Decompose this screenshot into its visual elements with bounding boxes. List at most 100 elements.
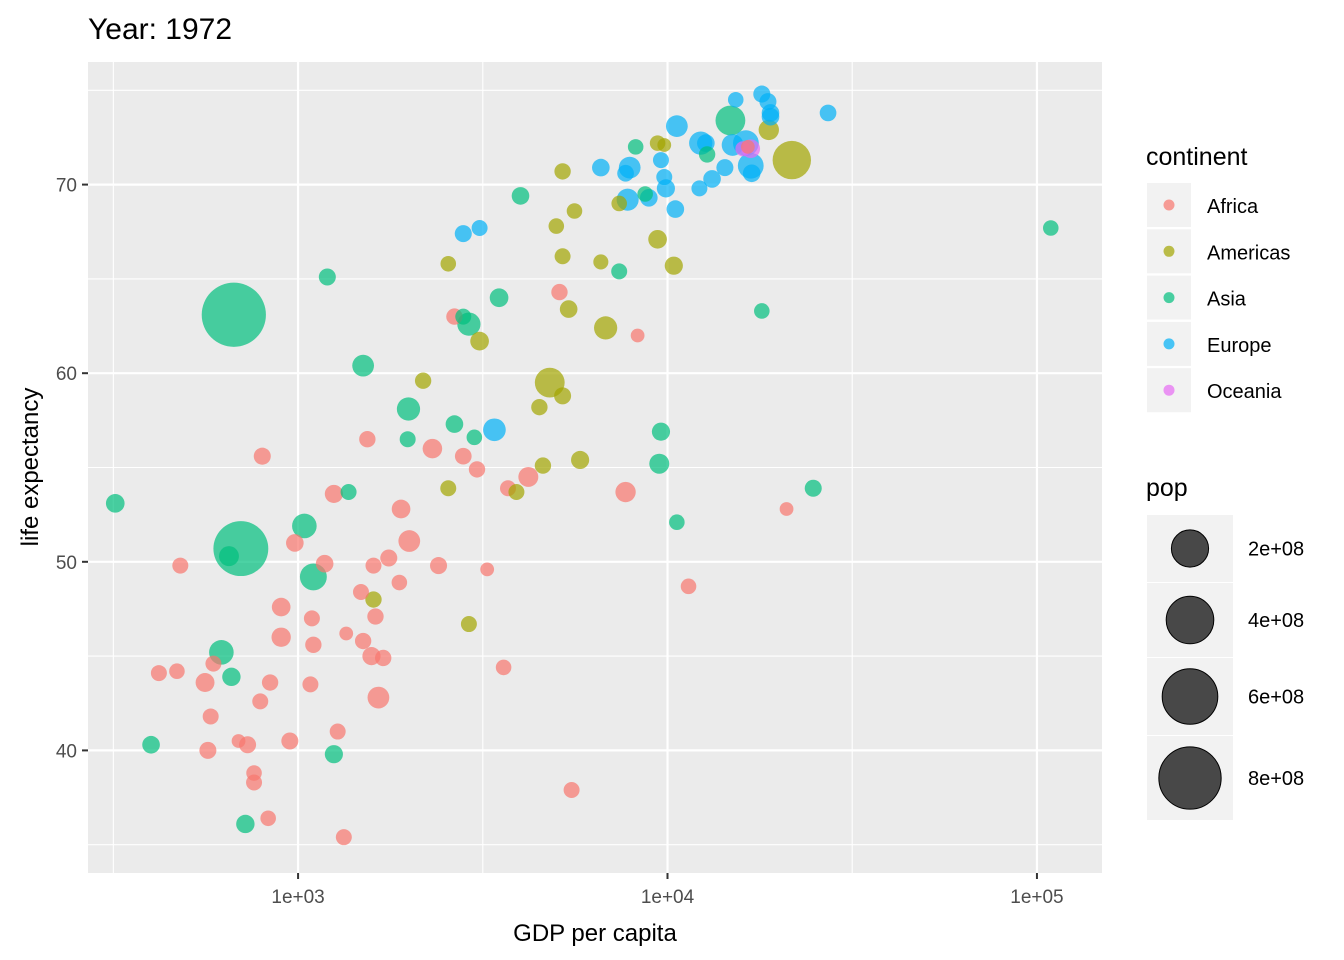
legend-pop-label: 4e+08 [1248, 610, 1304, 632]
point-africa [252, 693, 269, 710]
legend-pop-label: 8e+08 [1248, 768, 1304, 790]
point-americas [648, 229, 667, 249]
legend-key-oceania [1163, 384, 1175, 396]
point-asia [754, 303, 770, 319]
point-africa [551, 283, 568, 301]
point-americas [508, 484, 525, 501]
point-americas [571, 450, 590, 470]
point-asia [292, 513, 317, 539]
point-asia [698, 146, 716, 163]
point-europe [727, 91, 744, 108]
y-tick-label: 60 [56, 364, 77, 385]
legend-label-europe: Europe [1207, 335, 1272, 357]
point-asia [352, 354, 375, 377]
point-americas [440, 256, 457, 272]
point-africa [271, 627, 291, 647]
point-africa [518, 466, 539, 487]
point-americas [414, 372, 432, 389]
legend-pop-key-circle [1165, 595, 1215, 645]
point-africa [468, 461, 486, 478]
x-axis-title: GDP per capita [513, 920, 677, 947]
point-asia [236, 814, 255, 834]
point-americas [554, 163, 571, 180]
point-americas [566, 203, 583, 219]
legend-label-asia: Asia [1207, 289, 1247, 311]
point-africa [391, 574, 408, 591]
point-europe [592, 158, 610, 177]
point-africa [680, 578, 697, 595]
point-africa [630, 328, 645, 343]
legend-label-americas: Americas [1207, 242, 1290, 264]
point-europe [819, 104, 837, 122]
point-africa [246, 765, 262, 781]
point-americas [365, 591, 382, 608]
point-africa [315, 554, 334, 573]
point-africa [779, 502, 794, 516]
legend-pop-key-circle [1158, 746, 1222, 810]
point-africa [172, 557, 189, 574]
point-americas [534, 457, 552, 474]
y-tick-label: 40 [56, 741, 77, 762]
point-europe [666, 200, 685, 218]
point-americas [664, 256, 683, 275]
point-europe [471, 219, 488, 236]
point-africa [329, 723, 346, 740]
point-africa [352, 583, 369, 600]
legend-key-asia [1163, 292, 1175, 304]
point-africa [150, 665, 167, 682]
point-africa [231, 734, 246, 748]
point-africa [302, 676, 319, 693]
point-africa [367, 686, 390, 709]
point-africa [305, 636, 322, 653]
point-asia [324, 745, 343, 764]
point-americas [531, 398, 548, 416]
point-asia [511, 187, 530, 205]
point-asia [445, 415, 464, 433]
point-europe [742, 164, 761, 183]
point-asia [637, 186, 653, 202]
point-africa [380, 549, 398, 567]
point-europe [652, 152, 669, 169]
x-tick-label: 1e+03 [271, 887, 324, 908]
point-africa [615, 481, 636, 503]
point-europe [703, 170, 721, 188]
legend-pop-label: 6e+08 [1248, 687, 1304, 709]
point-africa [563, 782, 580, 799]
point-africa [430, 557, 448, 575]
point-europe [716, 159, 734, 177]
point-africa [391, 499, 411, 519]
point-europe [665, 115, 688, 138]
x-tick-label: 1e+04 [641, 887, 695, 908]
point-americas [593, 254, 609, 270]
point-europe [656, 169, 673, 186]
point-africa [205, 655, 222, 672]
point-asia [466, 429, 483, 446]
point-asia [611, 263, 628, 280]
point-africa [495, 659, 512, 676]
point-africa [286, 534, 304, 552]
point-africa [375, 649, 392, 667]
point-africa [365, 557, 382, 574]
point-africa [260, 810, 276, 827]
point-africa [354, 632, 372, 650]
point-africa [202, 708, 219, 725]
point-europe [483, 418, 506, 442]
point-asia [222, 667, 241, 687]
point-africa [335, 829, 352, 846]
point-africa [359, 431, 376, 448]
point-africa [271, 597, 291, 617]
legend-key-europe [1163, 338, 1175, 350]
point-asia [105, 494, 125, 513]
legend-label-africa: Africa [1207, 196, 1259, 218]
point-europe [759, 93, 777, 111]
point-europe [454, 225, 472, 243]
point-africa [169, 663, 185, 679]
point-americas [460, 616, 477, 633]
point-asia [396, 397, 421, 421]
point-asia [201, 282, 266, 347]
point-asia [213, 521, 269, 577]
legend-pop-title: pop [1146, 474, 1188, 502]
point-asia [627, 139, 644, 155]
point-asia [318, 268, 336, 286]
point-africa [398, 530, 421, 552]
